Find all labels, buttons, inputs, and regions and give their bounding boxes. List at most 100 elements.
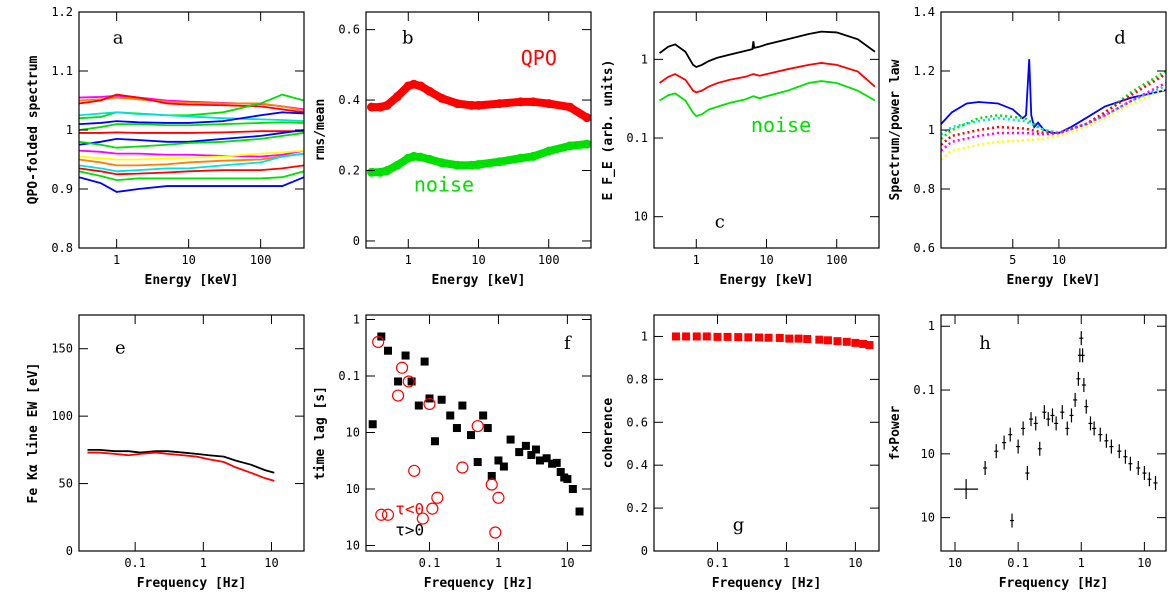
data-point-h-0-11: [1037, 441, 1042, 456]
data-point-h-0-29: [1104, 433, 1109, 448]
data-point-g-0-11: [785, 334, 794, 343]
data-point-g-0-8: [755, 333, 764, 342]
frame-g: [653, 314, 880, 552]
x-tick-label-d-1: 10: [1052, 253, 1066, 267]
frame-f: [365, 314, 592, 552]
data-point-g-0-19: [859, 339, 868, 348]
data-point-h-0-4: [1008, 427, 1013, 442]
panel-h: 10 0.1 1 10 10 10 0.1 1 Frequency [Hz] f×Power h: [888, 314, 1167, 591]
series-line-a-4: [79, 111, 304, 123]
y-tick-label-f-4: 1: [353, 312, 360, 326]
data-point-g-0-3: [702, 332, 711, 341]
data-point-f-1-14: [489, 526, 502, 539]
x-tick-label-h-3: 10: [1137, 556, 1151, 570]
series-line-a-9: [79, 132, 304, 149]
y-tick-label-f-1: 10: [346, 482, 360, 496]
data-point-g-0-18: [851, 338, 860, 347]
x-tick-label-e-0: 0.1: [124, 556, 146, 570]
data-point-h-0-9: [1029, 412, 1034, 427]
x-tick-label-d-0: 5: [1009, 253, 1016, 267]
data-point-h-0-22: [1079, 331, 1084, 346]
series-line-d-2: [941, 84, 1166, 136]
y-tick-label-g-0: 0: [641, 544, 648, 558]
series-line-a-10: [79, 149, 304, 158]
x-axis-label-a: Energy [keV]: [145, 273, 239, 288]
x-tick-label-g-2: 10: [848, 556, 862, 570]
panel-g: 0.1 1 10 0 0.2 0.4 0.6 0.8 1 Frequency [Hz] cohere…: [601, 314, 880, 591]
data-point-h-0-16: [1060, 405, 1065, 420]
x-tick-label-g-1: 1: [783, 556, 790, 570]
data-point-h-0-7: [1021, 421, 1026, 436]
data-point-f-0-34: [575, 507, 584, 516]
data-point-f-1-5: [402, 375, 415, 388]
data-point-f-0-1: [377, 332, 386, 341]
x-axis-label-g: Frequency [Hz]: [712, 576, 822, 591]
series-band-b-0: [371, 80, 590, 122]
series-line-d-4: [941, 81, 1166, 152]
series-band-b-1: [371, 140, 588, 177]
y-tick-label-g-5: 1: [641, 329, 648, 343]
data-point-f-1-11: [456, 461, 469, 474]
data-point-g-0-17: [842, 337, 851, 346]
data-point-g-0-6: [734, 333, 743, 342]
y-tick-label-b-1: 0.2: [338, 164, 360, 178]
data-point-f-0-15: [473, 458, 482, 467]
frame-d: [940, 11, 1167, 249]
y-axis-label-e: Fe Kα line EW [eV]: [26, 363, 41, 504]
y-tick-label-h-3: 1: [928, 319, 935, 333]
x-tick-label-h-0: 10: [948, 556, 962, 570]
series-line-a-6: [79, 121, 304, 131]
x-tick-label-f-0: 0.1: [419, 556, 441, 570]
x-tick-label-a-1: 10: [181, 253, 195, 267]
y-tick-label-d-0: 0.6: [913, 241, 935, 255]
data-point-h-0-32: [1123, 449, 1128, 464]
data-point-f-1-6: [408, 464, 421, 477]
data-point-g-0-16: [833, 337, 842, 346]
y-tick-label-b-0: 0: [353, 234, 360, 248]
data-point-f-0-4: [401, 351, 410, 360]
data-point-g-0-2: [692, 332, 701, 341]
plot-area-b: [367, 79, 591, 177]
data-point-f-0-7: [420, 357, 429, 366]
series-line-c-2: [659, 80, 876, 118]
y-tick-label-d-4: 1.4: [913, 5, 935, 19]
panel-letter-d: d: [1114, 28, 1126, 49]
data-point-h-0-1: [983, 460, 988, 475]
data-point-f-0-23: [521, 441, 530, 450]
y-tick-label-a-0: 0.8: [51, 241, 73, 255]
x-tick-label-c-2: 100: [826, 253, 848, 267]
data-point-h-0-13: [1046, 412, 1051, 427]
data-point-g-0-15: [823, 336, 832, 345]
y-axis-label-g: coherence: [601, 398, 616, 469]
y-tick-label-b-2: 0.4: [338, 93, 360, 107]
panel-letter-c: c: [715, 212, 725, 233]
data-point-f-0-26: [535, 456, 544, 465]
y-axis-label-c: E F_E (arb. units): [601, 60, 616, 201]
panel-a: 1 10 100 0.8 0.9 1 1.1 1.2 Energy [keV] QPO-folde…: [26, 5, 305, 288]
x-tick-label-g-0: 0.1: [707, 556, 729, 570]
panel-letter-g: g: [733, 515, 745, 536]
data-point-g-0-4: [713, 332, 722, 341]
y-tick-label-g-1: 0.2: [626, 501, 648, 515]
y-tick-label-a-3: 1.1: [51, 64, 73, 78]
x-tick-label-e-2: 10: [264, 556, 278, 570]
data-point-h-0-6: [1016, 439, 1021, 454]
data-point-f-0-2: [383, 346, 392, 355]
data-point-h-0-24: [1081, 377, 1086, 392]
y-tick-label-d-3: 1.2: [913, 64, 935, 78]
data-point-f-0-24: [527, 450, 536, 459]
y-tick-label-f-3: 0.1: [338, 369, 360, 383]
series-line-d-5: [941, 87, 1166, 161]
x-axis-label-h: Frequency [Hz]: [999, 576, 1109, 591]
data-point-h-0-14: [1050, 408, 1055, 423]
data-point-g-0-12: [794, 334, 803, 343]
data-point-f-0-25: [531, 445, 540, 454]
y-tick-label-a-1: 0.9: [51, 182, 73, 196]
x-axis-label-d: Energy [keV]: [1007, 273, 1101, 288]
data-point-f-0-20: [499, 462, 508, 471]
data-point-g-0-14: [815, 335, 824, 344]
data-point-g-0-1: [682, 332, 691, 341]
data-point-f-0-16: [479, 411, 488, 420]
data-point-f-1-8: [423, 397, 436, 411]
